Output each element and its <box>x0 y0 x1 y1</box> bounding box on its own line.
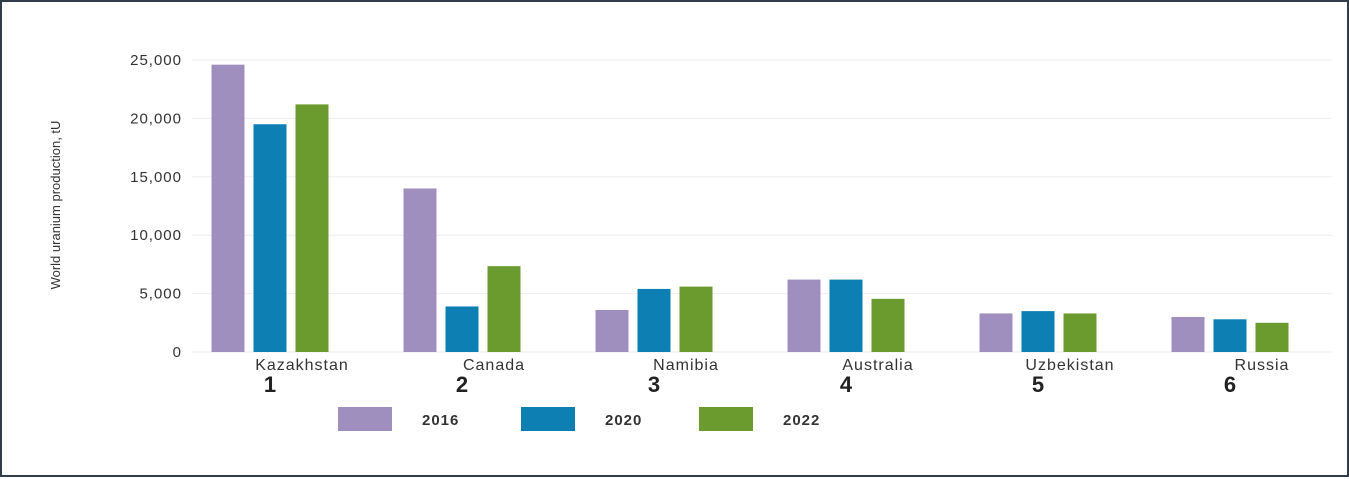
y-tick-label: 10,000 <box>130 227 182 244</box>
y-tick-label: 5,000 <box>139 286 182 303</box>
bar-russia-2022 <box>1255 322 1289 352</box>
legend-label: 2022 <box>783 412 820 429</box>
bar-russia-2016 <box>1171 316 1205 352</box>
x-rank-label: 3 <box>648 372 660 397</box>
bar-namibia-2020 <box>637 288 671 352</box>
y-tick-label: 20,000 <box>130 110 182 127</box>
bar-uzbekistan-2020 <box>1021 311 1055 352</box>
x-rank-label: 2 <box>456 372 468 397</box>
x-category-label: Uzbekistan <box>1025 357 1114 374</box>
bar-canada-2016 <box>403 188 437 352</box>
bar-canada-2020 <box>445 306 479 352</box>
bar-australia-2016 <box>787 279 821 352</box>
bar-canada-2022 <box>487 266 521 352</box>
legend-label: 2020 <box>605 412 642 429</box>
y-tick-label: 0 <box>173 344 182 361</box>
legend-swatch-2016 <box>338 407 392 431</box>
bar-namibia-2016 <box>595 309 629 352</box>
legend-swatch-2020 <box>521 407 575 431</box>
bar-australia-2022 <box>871 298 905 352</box>
bar-russia-2020 <box>1213 319 1247 352</box>
bar-uzbekistan-2016 <box>979 313 1013 352</box>
x-rank-label: 4 <box>840 372 853 397</box>
bar-kazakhstan-2020 <box>253 124 287 353</box>
bar-namibia-2022 <box>679 286 713 352</box>
x-category-label: Australia <box>842 357 913 374</box>
legend-label: 2016 <box>422 412 459 429</box>
y-tick-label: 15,000 <box>130 169 182 186</box>
x-category-label: Russia <box>1235 357 1290 374</box>
y-axis-label: World uranium production, tU <box>48 121 63 290</box>
bar-kazakhstan-2016 <box>211 64 245 352</box>
bar-uzbekistan-2022 <box>1063 313 1097 352</box>
legend-swatch-2022 <box>699 407 753 431</box>
x-category-label: Namibia <box>653 357 719 374</box>
x-category-label: Kazakhstan <box>255 357 349 374</box>
x-rank-label: 5 <box>1032 372 1044 397</box>
x-category-label: Canada <box>463 357 525 374</box>
x-rank-label: 6 <box>1224 372 1236 397</box>
bar-kazakhstan-2022 <box>295 104 329 352</box>
bar-australia-2020 <box>829 279 863 352</box>
y-tick-label: 25,000 <box>130 52 182 69</box>
x-rank-label: 1 <box>264 372 276 397</box>
